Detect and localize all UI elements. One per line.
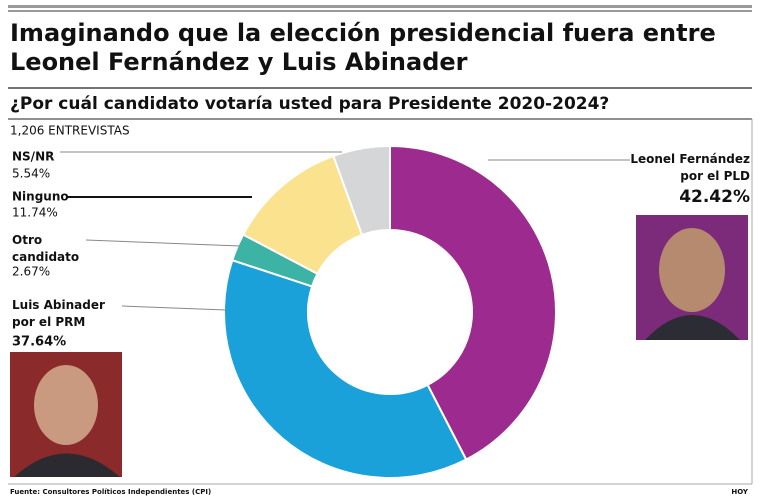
- donut-slice: [223, 258, 468, 479]
- value-label: 11.74%: [12, 206, 58, 220]
- donut-slice: [332, 144, 391, 237]
- value-label: 2.67%: [12, 265, 50, 279]
- leader-line: [121, 305, 227, 311]
- leader-line: [85, 239, 241, 247]
- credit: HOY: [731, 488, 749, 496]
- value-label: 37.64%: [12, 335, 66, 350]
- chart-title: Imaginando que la elección presidencial …: [10, 19, 716, 76]
- value-label: 42.42%: [679, 187, 750, 207]
- note: 1,206 ENTREVISTAS: [10, 124, 130, 138]
- donut-slice: [389, 144, 557, 461]
- slice-label: NS/NR: [12, 150, 54, 164]
- slice-label: Ninguno: [12, 190, 69, 204]
- slice-label: Otro candidato: [12, 233, 79, 264]
- subtitle: ¿Por cuál candidato votaría usted para P…: [10, 94, 609, 114]
- source: Fuente: Consultores Políticos Independie…: [10, 488, 211, 496]
- top-rule: [8, 10, 752, 12]
- value-label: 5.54%: [12, 167, 50, 181]
- photo-placeholder: [636, 215, 748, 340]
- slice-label: Luis Abinader por el PRM: [12, 298, 105, 329]
- slice-label: Leonel Fernández por el PLD: [630, 152, 750, 183]
- photo-placeholder: [10, 352, 122, 477]
- top-rule: [8, 5, 752, 8]
